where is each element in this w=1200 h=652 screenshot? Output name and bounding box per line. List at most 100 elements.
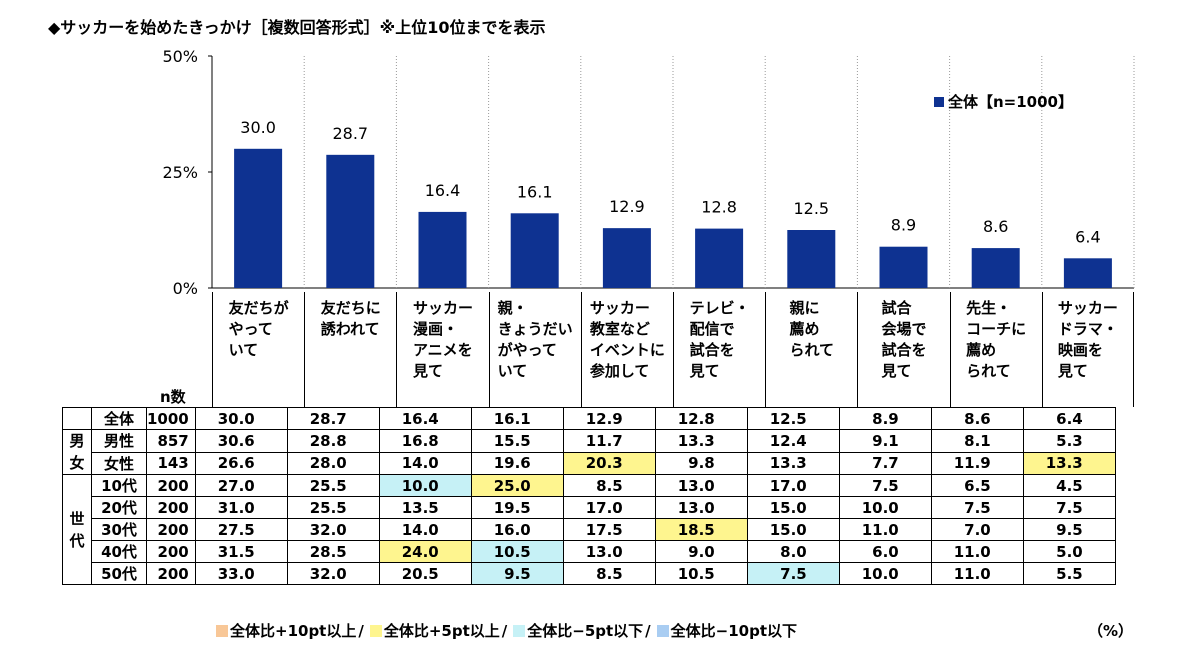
highlight-legend: 全体比+10pt以上 / 全体比+5pt以上 / 全体比−5pt以下 / 全体比−10pt以… (216, 620, 797, 641)
bar-value-label: 28.7 (332, 124, 368, 143)
row-label: 50代 (91, 562, 147, 585)
value-cell: 6.4 (1022, 407, 1116, 430)
value-cell: 10.0 (838, 562, 932, 585)
value-cell: 6.5 (930, 474, 1024, 497)
row-label: 全体 (91, 407, 147, 430)
category-cell: 友だちに 誘われて (304, 292, 396, 407)
category-cell: 親・ きょうだい がやって いて (488, 292, 581, 407)
category-cell: テレビ・ 配信で 試合を 見て (673, 292, 765, 407)
table-row: 50代 200 33.0 32.0 20.5 9.5 8.5 10.5 7.5 10.0 11.0 5… (63, 562, 1116, 585)
value-cell: 7.0 (930, 518, 1024, 541)
n-cell: 143 (146, 451, 196, 475)
highlight-swatch (369, 624, 382, 637)
value-cell: 31.5 (194, 540, 288, 563)
value-cell: 12.8 (654, 407, 748, 430)
value-cell: 11.9 (930, 451, 1024, 475)
value-cell: 28.5 (286, 540, 380, 563)
value-cell: 11.0 (930, 540, 1024, 563)
group-cell (62, 407, 92, 430)
bar (418, 211, 467, 288)
value-cell: 9.5 (470, 562, 564, 585)
category-label: 親・ きょうだい がやって いて (497, 299, 573, 380)
value-cell: 13.0 (654, 474, 748, 497)
highlight-legend-label: 全体比−10pt以下 (670, 622, 798, 640)
value-cell: 20.5 (378, 562, 472, 585)
value-cell: 28.8 (286, 429, 380, 453)
breakdown-table: 全体 1000 30.0 28.7 16.4 16.1 12.9 12.8 12.5 8.9 8.6… (62, 407, 1116, 585)
highlight-swatch (656, 624, 669, 637)
bar-chart: 50% 25% 0% 30.0 28.7 16.4 16.1 12.9 12.8 12.5 8.9 8… (162, 47, 1135, 298)
value-cell: 4.5 (1022, 474, 1116, 497)
value-cell: 14.0 (378, 518, 472, 541)
value-cell: 26.6 (194, 451, 288, 475)
bar (971, 248, 1020, 288)
highlight-legend-label: 全体比−5pt以下 (527, 622, 644, 640)
bar-value-label: 6.4 (1075, 227, 1100, 246)
bar (326, 154, 375, 288)
row-label: 30代 (91, 518, 147, 541)
value-cell: 12.5 (746, 407, 840, 430)
row-label: 女性 (91, 451, 147, 475)
value-cell: 30.0 (194, 407, 288, 430)
value-cell: 32.0 (286, 518, 380, 541)
value-cell: 9.8 (654, 451, 748, 475)
y-tick-label: 25% (162, 163, 198, 182)
category-cell: 先生・ コーチに 薦め られて (949, 292, 1042, 407)
category-label: 親に 薦め られて (789, 299, 835, 359)
category-label: 先生・ コーチに 薦め られて (966, 299, 1027, 380)
value-cell: 8.9 (838, 407, 932, 430)
n-cell: 200 (146, 562, 196, 585)
n-cell: 200 (146, 474, 196, 497)
value-cell: 9.5 (1022, 518, 1116, 541)
table-row: 男 女男性 857 30.6 28.8 16.8 15.5 11.7 13.3 12.4 9.1 8… (62, 429, 1116, 475)
value-cell: 12.4 (746, 429, 840, 453)
value-cell: 8.5 (562, 562, 656, 585)
bar-value-label: 12.5 (793, 199, 829, 218)
value-cell: 8.0 (746, 540, 840, 563)
value-cell: 15.0 (746, 518, 840, 541)
value-cell: 20.3 (562, 451, 656, 475)
bar (602, 228, 651, 288)
value-cell: 19.6 (470, 451, 564, 475)
bar (695, 228, 744, 288)
bar-value-label: 12.8 (701, 198, 737, 217)
bar-value-label: 30.0 (240, 118, 276, 137)
value-cell: 9.1 (838, 429, 932, 453)
value-cell: 8.5 (562, 474, 656, 497)
category-cell: 親に 薦め られて (765, 292, 857, 407)
category-cell: サッカー 漫画・ アニメを 見て (396, 292, 488, 407)
n-cell: 200 (146, 496, 196, 519)
value-cell: 25.5 (286, 474, 380, 497)
table-row: 女性 143 26.6 28.0 14.0 19.6 20.3 9.8 13.3 7.7 11.9 1… (63, 451, 1116, 475)
row-label: 10代 (91, 474, 147, 497)
bar-value-label: 12.9 (609, 197, 645, 216)
unit-label: （%） (1088, 622, 1134, 640)
category-cell: サッカー ドラマ・ 映画を 見て (1041, 292, 1134, 407)
value-cell: 16.8 (378, 429, 472, 453)
table-row: 世 代 10代 200 27.0 25.5 10.0 25.0 8.5 13.0 17.0 7.5 6… (62, 474, 1116, 585)
table-row: 全体 1000 30.0 28.7 16.4 16.1 12.9 12.8 12.5 8.9 8.6… (62, 407, 1116, 430)
category-label: 友だちに 誘われて (320, 299, 381, 338)
n-header: n数 (160, 388, 186, 406)
y-tick-label: 0% (173, 279, 198, 298)
category-cell: 試合 会場で 試合を 見て (857, 292, 949, 407)
value-cell: 5.3 (1022, 429, 1116, 453)
group-label-age: 世 代 (62, 474, 92, 585)
value-cell: 5.0 (1022, 540, 1116, 563)
bar (234, 148, 283, 288)
value-cell: 15.5 (470, 429, 564, 453)
value-cell: 10.0 (838, 496, 932, 519)
bar (787, 230, 836, 288)
bar-value-label: 8.6 (983, 217, 1008, 236)
value-cell: 13.5 (378, 496, 472, 519)
value-cell: 7.5 (746, 562, 840, 585)
n-cell: 1000 (146, 407, 196, 430)
legend-separator: / (358, 621, 364, 640)
value-cell: 27.5 (194, 518, 288, 541)
value-cell: 13.3 (746, 451, 840, 475)
row-label: 40代 (91, 540, 147, 563)
bar (1063, 258, 1112, 288)
value-cell: 7.7 (838, 451, 932, 475)
bar (510, 213, 559, 288)
value-cell: 7.5 (1022, 496, 1116, 519)
